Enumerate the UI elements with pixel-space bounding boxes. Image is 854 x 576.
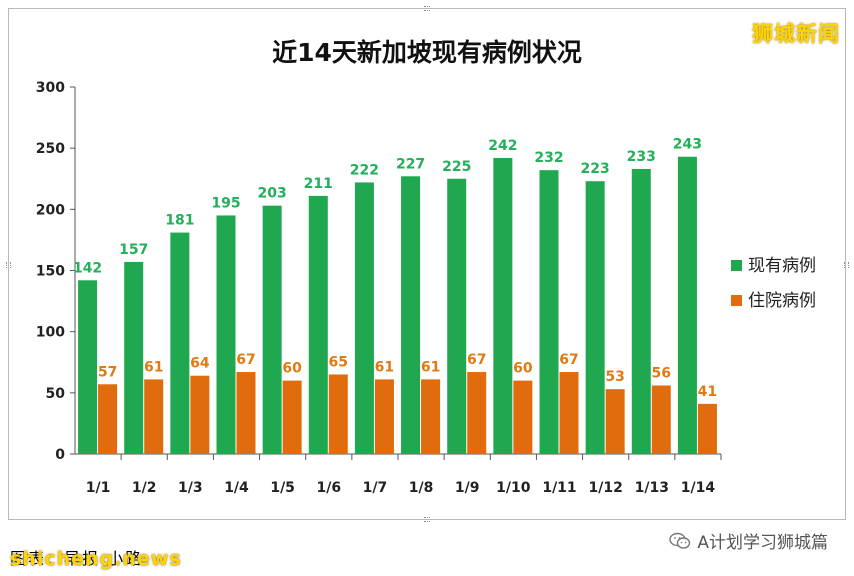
data-label: 41: [698, 384, 717, 400]
bar-hospitalised: [651, 385, 671, 454]
data-label: 142: [73, 260, 102, 276]
data-label: 181: [165, 213, 194, 229]
bar-hospitalised: [467, 372, 487, 454]
bar-current: [401, 176, 421, 454]
bar-current: [170, 232, 190, 454]
data-label: 211: [304, 176, 333, 192]
x-tick-label: 1/2: [132, 480, 157, 496]
data-label: 243: [673, 137, 702, 153]
data-label: 227: [396, 156, 425, 172]
bar-hospitalised: [421, 379, 441, 454]
data-label: 195: [211, 195, 240, 211]
data-label: 60: [282, 361, 302, 377]
bar-current: [447, 178, 467, 454]
x-tick-label: 1/3: [178, 480, 203, 496]
frame-handle-right: [844, 262, 849, 268]
x-tick-label: 1/10: [496, 480, 531, 496]
bar-hospitalised: [374, 379, 394, 454]
data-label: 60: [513, 361, 533, 377]
data-label: 67: [559, 352, 578, 368]
bar-hospitalised: [190, 375, 210, 454]
data-label: 157: [119, 242, 148, 258]
frame-handle-left: [6, 262, 11, 268]
data-label: 233: [627, 149, 656, 165]
legend-label: 住院病例: [748, 291, 816, 311]
wechat-account-name: A计划学习狮城篇: [697, 533, 828, 553]
y-tick-label: 50: [46, 386, 66, 402]
x-tick-label: 1/14: [681, 480, 716, 496]
frame-handle-top: [424, 6, 430, 11]
bar-current: [631, 168, 651, 455]
chart-frame: 近14天新加坡现有病例状况 0 50 100 150 200 250 300 1/1 1/2 1/…: [8, 8, 846, 520]
news-watermark: 狮城新闻: [752, 22, 840, 46]
legend-swatch: [731, 260, 742, 271]
bar-current: [539, 170, 559, 455]
bar-current: [308, 195, 328, 455]
bar-current: [124, 261, 144, 454]
bar-current: [262, 205, 282, 454]
bar-hospitalised: [282, 380, 302, 454]
data-label: 232: [534, 150, 563, 166]
data-label: 242: [488, 138, 517, 154]
data-label: 53: [605, 369, 624, 385]
x-tick-label: 1/11: [542, 480, 576, 496]
chart-bars: [78, 156, 717, 455]
x-tick-label: 1/8: [409, 480, 434, 496]
x-tick-label: 1/13: [635, 480, 669, 496]
bar-current: [354, 182, 374, 455]
x-tick-label: 1/7: [363, 480, 388, 496]
x-tick-label: 1/6: [316, 480, 341, 496]
source-note: 图表：早报 小路: [10, 549, 144, 568]
data-label: 65: [329, 354, 348, 370]
wechat-account-mark: A计划学习狮城篇: [669, 528, 828, 553]
site-watermark: shicheng.news: [10, 548, 182, 570]
bar-chart: 近14天新加坡现有病例状况 0 50 100 150 200 250 300 1/1 1/2 1/…: [36, 38, 816, 496]
legend-swatch: [731, 295, 742, 306]
data-label: 64: [190, 356, 210, 372]
x-tick-label: 1/5: [270, 480, 295, 496]
data-label: 222: [350, 162, 379, 178]
x-tick-label: 1/12: [588, 480, 622, 496]
y-tick-label: 0: [55, 447, 65, 463]
bar-current: [677, 156, 697, 455]
data-label: 203: [258, 186, 287, 202]
bar-current: [585, 181, 605, 455]
bar-hospitalised: [236, 372, 256, 454]
x-tick-label: 1/4: [224, 480, 249, 496]
frame-handle-bottom: [424, 517, 430, 522]
data-label: 57: [98, 364, 117, 380]
chart-data-labels: 142 157 181 195 203 211 222 227 225 242 232 223 233 2…: [73, 137, 717, 400]
wechat-icon: [669, 532, 691, 549]
bar-hospitalised: [559, 372, 579, 454]
data-label: 56: [652, 365, 671, 381]
x-tick-label: 1/9: [455, 480, 480, 496]
x-tick-label: 1/1: [86, 480, 111, 496]
data-label: 61: [375, 359, 394, 375]
legend-label: 现有病例: [748, 256, 816, 276]
y-tick-label: 150: [36, 264, 65, 280]
chart-title: 近14天新加坡现有病例状况: [272, 38, 582, 67]
y-tick-label: 250: [36, 141, 65, 157]
bar-current: [216, 215, 236, 454]
bar-hospitalised: [697, 403, 717, 454]
data-label: 61: [421, 359, 440, 375]
bar-hospitalised: [513, 380, 533, 454]
data-label: 67: [236, 352, 255, 368]
data-label: 67: [467, 352, 486, 368]
y-tick-label: 200: [36, 202, 65, 218]
chart-axes: 0 50 100 150 200 250 300 1/1 1/2 1/3 1/4 1/5 1/6 1/7 1…: [36, 80, 722, 496]
y-tick-label: 100: [36, 325, 65, 341]
bar-current: [78, 280, 98, 454]
data-label: 225: [442, 159, 471, 175]
data-label: 61: [144, 359, 163, 375]
bar-hospitalised: [144, 379, 164, 454]
bar-current: [493, 157, 513, 454]
y-tick-label: 300: [36, 80, 65, 96]
data-label: 223: [581, 161, 610, 177]
bar-hospitalised: [98, 384, 118, 454]
bar-hospitalised: [328, 374, 348, 454]
bar-hospitalised: [605, 389, 625, 454]
